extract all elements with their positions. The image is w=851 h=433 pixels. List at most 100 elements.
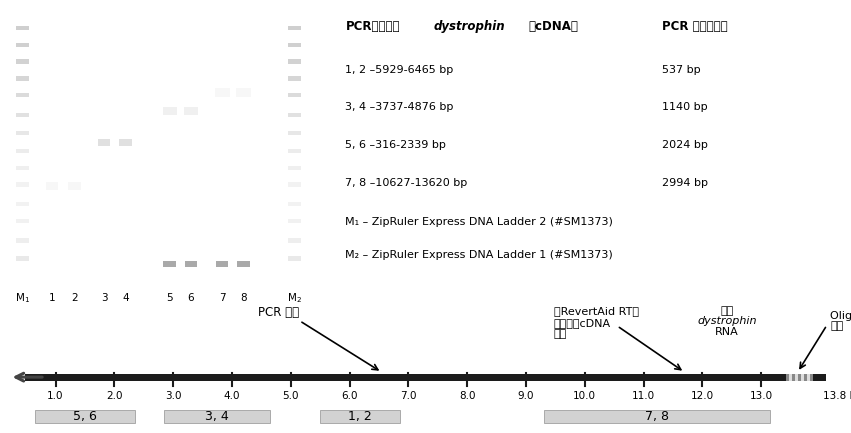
Text: 10.0: 10.0 [574,391,597,401]
Bar [288,76,300,81]
Text: 7.0: 7.0 [400,391,417,401]
Text: 5: 5 [167,293,173,303]
Bar [46,182,58,190]
Bar [288,256,300,261]
Bar [15,238,29,243]
Text: 7, 8 –10627-13620 bp: 7, 8 –10627-13620 bp [346,178,468,187]
Bar [15,43,29,47]
Text: 12.0: 12.0 [691,391,714,401]
Bar [288,182,300,187]
Text: 5, 6: 5, 6 [73,410,97,423]
Bar [25,374,825,381]
Text: PCR 产物: PCR 产物 [259,306,300,319]
Bar [15,165,29,170]
Text: 5.0: 5.0 [283,391,299,401]
Text: M$_2$: M$_2$ [287,291,301,305]
Text: 4: 4 [123,293,129,303]
Text: RNA: RNA [715,327,739,337]
Bar [15,93,29,97]
Text: dystrophin: dystrophin [697,316,757,326]
Bar [15,59,29,64]
Text: 9.0: 9.0 [517,391,534,401]
Bar [288,113,300,117]
Bar [288,165,300,170]
Text: 7, 8: 7, 8 [645,410,669,423]
Text: 11.0: 11.0 [632,391,655,401]
Text: 2.0: 2.0 [106,391,123,401]
Bar [15,113,29,117]
Text: 2994 bp: 2994 bp [662,178,708,187]
Bar [163,107,177,114]
Bar [236,88,251,97]
Text: 13.8 kb: 13.8 kb [823,391,851,401]
Text: 3, 4 –3737-4876 bp: 3, 4 –3737-4876 bp [346,102,454,112]
Bar [15,149,29,153]
Bar [15,76,29,81]
Text: 用RevertAid RT进
行第一链cDNA
合成: 用RevertAid RT进 行第一链cDNA 合成 [554,306,639,339]
Text: 8: 8 [240,293,247,303]
Text: 的cDNA：: 的cDNA： [528,20,579,33]
Text: 7: 7 [219,293,226,303]
Text: PCR 产物长度：: PCR 产物长度： [662,20,728,33]
Bar [98,139,111,146]
Text: 2024 bp: 2024 bp [662,140,708,150]
Text: Oligo dT: Oligo dT [831,311,851,321]
Bar [15,219,29,223]
Text: 1, 2 –5929-6465 bp: 1, 2 –5929-6465 bp [346,65,454,74]
Bar [804,374,807,381]
Text: 4.0: 4.0 [224,391,240,401]
Bar [163,262,176,267]
Bar [288,238,300,243]
Text: M₂ – ZipRuler Express DNA Ladder 1 (#SM1373): M₂ – ZipRuler Express DNA Ladder 1 (#SM1… [346,250,614,260]
Text: 3, 4: 3, 4 [205,410,229,423]
Text: 13.0: 13.0 [750,391,773,401]
Bar [35,410,135,423]
Text: dystrophin: dystrophin [434,20,505,33]
Bar [785,374,789,381]
Bar [810,374,813,381]
Bar [288,93,300,97]
Text: 小鼠: 小鼠 [721,306,734,316]
Bar [288,219,300,223]
Bar [807,374,810,381]
Bar [791,374,795,381]
Bar [320,410,399,423]
Text: 8.0: 8.0 [459,391,476,401]
Text: 1: 1 [49,293,55,303]
Text: 1, 2: 1, 2 [348,410,372,423]
Bar [288,43,300,47]
Bar [801,374,804,381]
Text: 引物: 引物 [831,321,843,331]
Bar [184,107,198,114]
Bar [288,202,300,207]
Bar [68,182,81,190]
Bar [214,88,230,97]
Bar [789,374,791,381]
Text: 1.0: 1.0 [48,391,64,401]
Bar [119,139,132,146]
Bar [288,26,300,30]
Text: 1140 bp: 1140 bp [662,102,707,112]
Text: 3.0: 3.0 [165,391,181,401]
Text: 5, 6 –316-2339 bp: 5, 6 –316-2339 bp [346,140,446,150]
Bar [15,131,29,135]
Text: 2: 2 [71,293,78,303]
Bar [288,131,300,135]
Bar [288,59,300,64]
Bar [15,26,29,30]
Text: M$_1$: M$_1$ [14,291,30,305]
Bar [164,410,270,423]
Bar [288,149,300,153]
Text: 537 bp: 537 bp [662,65,700,74]
Bar [15,182,29,187]
Bar [185,262,197,267]
Bar [795,374,798,381]
Bar [15,202,29,207]
Bar [798,374,801,381]
Bar [216,262,228,267]
Bar [237,262,249,267]
Text: PCR扩增小鼠: PCR扩增小鼠 [346,20,400,33]
Text: 3: 3 [101,293,107,303]
Bar [15,256,29,261]
Bar [544,410,770,423]
